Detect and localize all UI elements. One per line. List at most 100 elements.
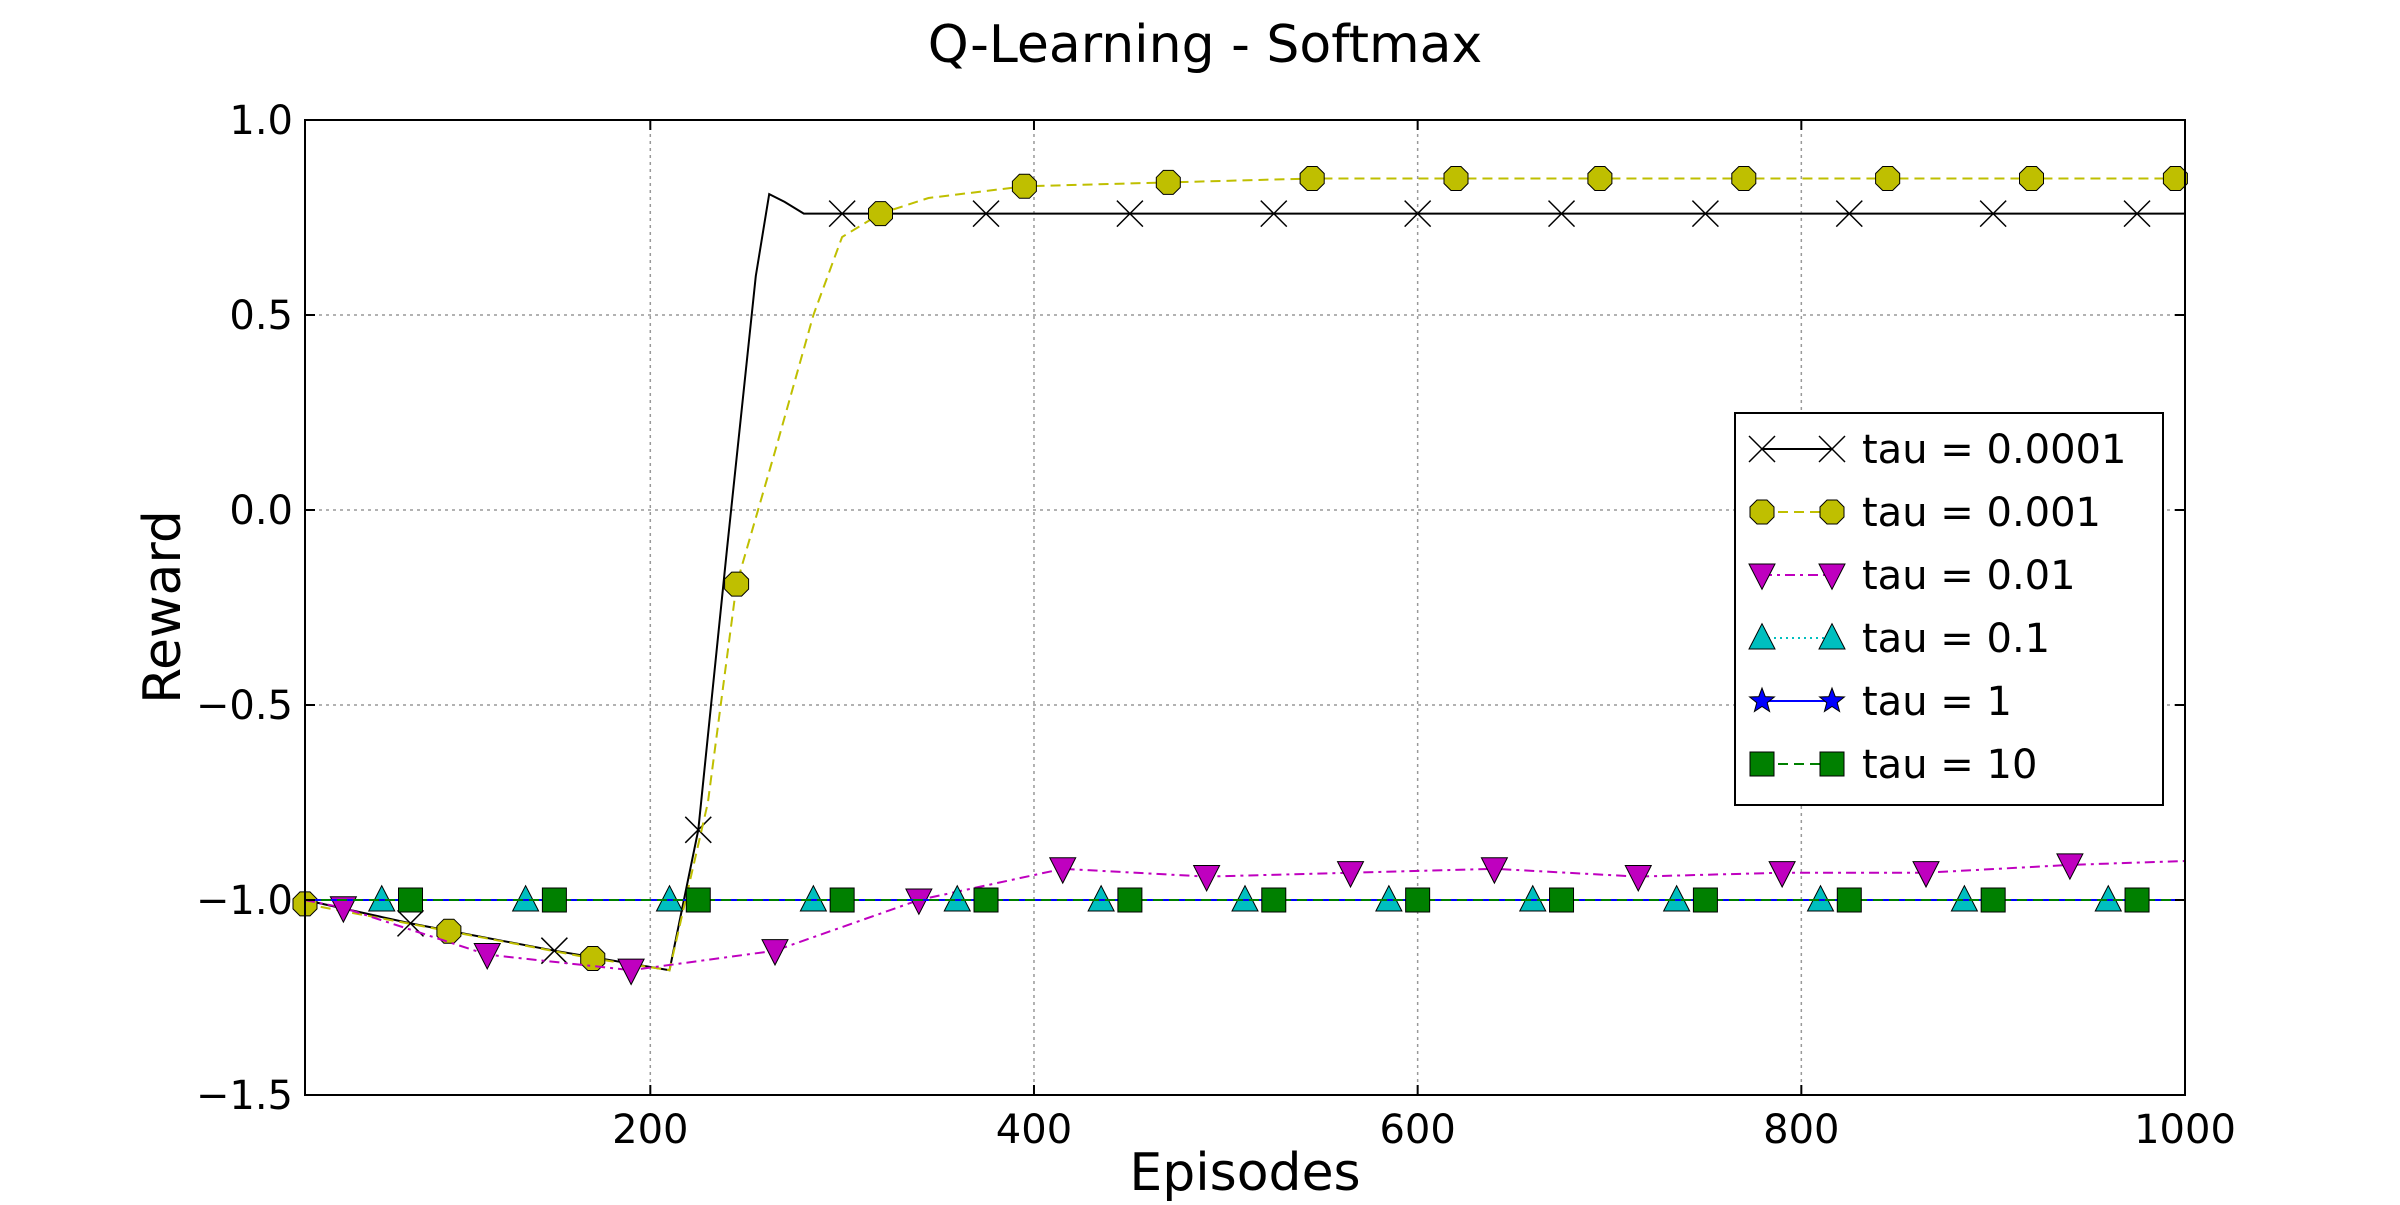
legend-item: tau = 0.01 — [1748, 553, 2076, 599]
x-tick-label: 400 — [996, 1107, 1072, 1153]
data-point — [1299, 166, 1325, 191]
y-axis-ticks: −1.5 −1.0 −0.5 0.0 0.5 1.0 — [196, 98, 2185, 1119]
data-point — [473, 943, 502, 970]
data-point — [1912, 861, 1940, 889]
data-point — [2056, 853, 2084, 881]
data-point — [2124, 887, 2150, 913]
data-point — [1549, 887, 1575, 913]
series-0 — [304, 192, 2185, 972]
y-tick-label: 0.0 — [229, 488, 293, 534]
data-point — [541, 887, 567, 913]
data-point — [1404, 200, 1432, 228]
legend-label: tau = 1 — [1862, 679, 2012, 725]
data-point — [2162, 166, 2188, 191]
legend-label: tau = 0.001 — [1862, 490, 2101, 536]
legend-marker — [1749, 751, 1775, 777]
data-point — [973, 887, 999, 913]
legend: tau = 0.0001 tau = 0.001 tau = 0.01 tau = 0… — [1734, 412, 2164, 806]
data-point — [2123, 200, 2151, 228]
data-point — [436, 918, 462, 944]
legend-marker — [1748, 435, 1776, 463]
x-tick-label: 1000 — [2134, 1107, 2236, 1153]
data-point — [1731, 166, 1757, 191]
data-point — [868, 201, 893, 227]
y-tick-label: 1.0 — [229, 98, 293, 144]
data-point — [1836, 887, 1862, 913]
legend-label: tau = 0.1 — [1862, 616, 2050, 662]
data-point — [2094, 884, 2123, 912]
data-point — [511, 884, 540, 912]
data-point — [1116, 200, 1144, 228]
y-tick-label: −0.5 — [196, 683, 293, 729]
data-point — [1048, 857, 1077, 885]
data-point — [1405, 887, 1431, 913]
y-tick-label: −1.0 — [196, 878, 293, 924]
data-point — [2019, 166, 2044, 191]
data-point — [1192, 865, 1221, 892]
data-point — [540, 937, 568, 965]
data-point — [1980, 887, 2006, 913]
x-tick-label: 800 — [1763, 1107, 1839, 1153]
data-point — [1806, 884, 1835, 912]
data-point — [828, 200, 856, 228]
data-point — [1518, 884, 1547, 912]
data-point — [1587, 166, 1613, 191]
data-point — [1480, 857, 1509, 885]
data-point — [1979, 200, 2007, 228]
data-point — [580, 946, 606, 971]
y-axis-label: Reward — [133, 510, 193, 704]
data-point — [1231, 884, 1259, 912]
legend-marker — [1819, 751, 1845, 777]
data-point — [367, 884, 396, 912]
data-point — [829, 887, 855, 913]
data-point — [684, 816, 712, 844]
legend-item: tau = 1 — [1748, 679, 2012, 725]
data-point — [398, 887, 424, 913]
x-tick-label: 600 — [1379, 1107, 1455, 1153]
data-point — [1691, 200, 1719, 228]
series-2 — [304, 853, 2186, 986]
data-point — [1087, 884, 1115, 912]
data-point — [905, 888, 933, 916]
series-group — [292, 166, 2188, 986]
data-point — [1768, 861, 1796, 889]
data-point — [943, 884, 972, 912]
data-point — [1548, 200, 1576, 228]
x-tick-label: 200 — [612, 1107, 688, 1153]
x-axis-label: Episodes — [1129, 1143, 1360, 1203]
plot-frame — [304, 119, 2186, 1096]
data-point — [617, 958, 645, 986]
data-point — [1624, 865, 1653, 892]
series-5 — [305, 887, 2185, 913]
data-point — [1662, 884, 1691, 912]
x-axis-ticks: 200 400 600 800 1000 — [612, 120, 2236, 1153]
legend-marker — [1749, 499, 1775, 525]
legend-marker — [1748, 563, 1776, 591]
data-point — [1875, 166, 1901, 191]
data-point — [1336, 861, 1365, 889]
data-point — [1011, 173, 1037, 199]
data-point — [1155, 169, 1181, 195]
legend-marker — [1818, 622, 1846, 650]
legend-label: tau = 0.01 — [1862, 553, 2076, 599]
y-tick-label: 0.5 — [229, 293, 293, 339]
series-3 — [305, 884, 2185, 912]
legend-marker — [1818, 563, 1846, 591]
data-point — [655, 884, 684, 912]
legend-item: tau = 0.0001 — [1748, 427, 2126, 473]
data-point — [1375, 884, 1403, 912]
data-point — [1692, 887, 1718, 913]
legend-marker — [1748, 622, 1776, 650]
data-point — [724, 571, 750, 597]
legend-marker — [1819, 499, 1845, 525]
data-point — [799, 884, 828, 912]
data-point — [1835, 200, 1863, 228]
y-tick-label: −1.5 — [196, 1073, 293, 1119]
chart-title: Q-Learning - Softmax — [928, 15, 1483, 75]
data-point — [972, 200, 1000, 228]
legend-label: tau = 10 — [1862, 742, 2037, 788]
legend-box — [1734, 412, 2164, 806]
data-point — [329, 896, 358, 924]
legend-marker — [1818, 435, 1846, 463]
